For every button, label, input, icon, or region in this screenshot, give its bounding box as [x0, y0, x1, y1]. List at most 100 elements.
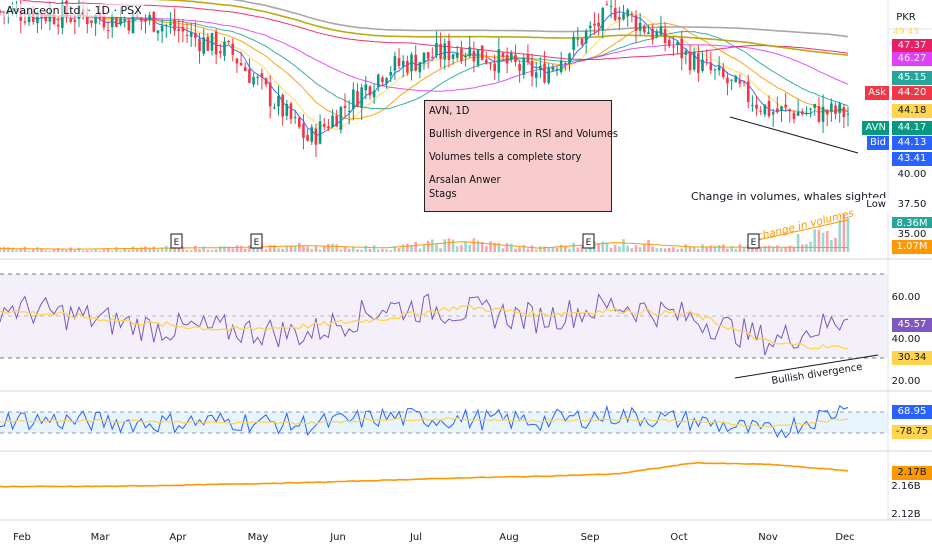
candle-body: [377, 75, 380, 87]
volume-bar: [830, 240, 833, 252]
earnings-marker[interactable]: E: [748, 234, 759, 248]
obv-axis-tick: 2.12B: [891, 509, 920, 520]
volume-bar: [822, 233, 825, 252]
volume-bar: [473, 238, 476, 252]
volume-bar: [74, 250, 77, 252]
candle-body: [518, 64, 521, 71]
volume-bar: [568, 249, 571, 252]
volume-bar: [522, 245, 525, 252]
volume-bars: [0, 214, 849, 252]
candle-body: [585, 31, 588, 43]
candle-body: [527, 54, 530, 62]
candle-body: [74, 20, 77, 22]
candle-body: [635, 16, 638, 31]
candle-body: [281, 95, 284, 117]
volume-bar: [98, 251, 101, 252]
volume-bar: [190, 250, 193, 252]
candle-body: [755, 105, 758, 109]
price-tag: AVN: [862, 121, 889, 135]
time-axis-label: Jun: [329, 532, 346, 543]
volume-bar: [639, 247, 642, 252]
volume-bar: [801, 244, 804, 252]
volume-bar: [448, 238, 451, 252]
candle-body: [809, 109, 812, 110]
candle-body: [651, 29, 654, 40]
candle-body: [119, 18, 122, 24]
volume-bar: [826, 231, 829, 252]
volume-bar: [277, 248, 280, 252]
candle-body: [531, 61, 534, 76]
volume-bar: [169, 248, 172, 252]
volume-bar: [340, 249, 343, 252]
volume-bar: [689, 247, 692, 252]
candle-body: [356, 91, 359, 107]
candle-body: [759, 111, 762, 112]
time-axis-label: Mar: [91, 532, 111, 543]
analysis-note[interactable]: AVN, 1D Bullish divergence in RSI and Vo…: [424, 100, 612, 212]
volume-bar: [676, 249, 679, 252]
volume-bar: [680, 248, 683, 252]
candle-body: [838, 103, 841, 113]
volume-bar: [419, 248, 422, 252]
volume-bar: [518, 247, 521, 252]
time-axis-label: Dec: [835, 532, 854, 543]
candle-body: [107, 30, 110, 31]
candle-body: [552, 67, 555, 70]
earnings-marker[interactable]: E: [251, 234, 262, 248]
volume-bar: [103, 249, 106, 252]
volume-bar: [435, 244, 438, 252]
candle-body: [685, 51, 688, 55]
volume-bar: [132, 246, 135, 252]
candle-body: [186, 35, 189, 36]
candle-body: [510, 53, 513, 60]
candle-body: [182, 27, 185, 31]
symbol-title[interactable]: Avanceon Ltd. · 1D · PSX: [4, 4, 144, 17]
candle-body: [543, 64, 546, 83]
candle-body: [751, 105, 754, 106]
earnings-marker[interactable]: E: [171, 234, 182, 248]
note-line: Volumes tells a complete story: [429, 150, 607, 164]
volume-bar: [610, 248, 613, 252]
candle-body: [813, 104, 816, 108]
candle-body: [660, 26, 663, 35]
volume-bar: [369, 249, 372, 252]
volume-bar: [65, 250, 68, 252]
volume-bar: [614, 245, 617, 252]
volume-bar: [377, 249, 380, 252]
candle-body: [319, 121, 322, 143]
candle-body: [614, 8, 617, 20]
candle-body: [219, 51, 222, 53]
volume-bar: [157, 249, 160, 252]
volume-bar: [3, 247, 6, 252]
volume-bar: [485, 246, 488, 252]
volume-bar: [818, 230, 821, 252]
time-axis[interactable]: Feb Mar Apr May Jun Jul Aug Sep Oct Nov Dec: [13, 532, 855, 543]
candle-body: [365, 84, 368, 90]
candle-body: [69, 19, 72, 22]
candle-body: [730, 80, 733, 81]
volume-bar: [577, 247, 580, 252]
volume-bar: [398, 248, 401, 252]
volume-bar: [722, 244, 725, 252]
volume-bar: [464, 242, 467, 252]
earnings-marker[interactable]: E: [583, 234, 594, 248]
volume-bar: [427, 241, 430, 252]
volume-bar: [165, 246, 168, 252]
cci-band: [0, 412, 888, 433]
candle-body: [306, 135, 309, 141]
price-tag: Low: [863, 198, 889, 212]
candle-body: [606, 4, 609, 5]
note-line: AVN, 1D: [429, 104, 607, 118]
price-axis-label: 37.50: [892, 198, 932, 212]
candle-body: [664, 29, 667, 43]
note-line: Bullish divergence in RSI and Volumes: [429, 127, 607, 141]
volume-bar: [82, 251, 85, 252]
rsi-value-label: 45.57: [892, 318, 932, 332]
candle-body: [826, 110, 829, 114]
currency-label[interactable]: PKR: [896, 12, 916, 23]
rsi-axis-tick: 40.00: [892, 334, 921, 345]
candle-body: [697, 53, 700, 73]
volume-bar: [564, 246, 567, 252]
